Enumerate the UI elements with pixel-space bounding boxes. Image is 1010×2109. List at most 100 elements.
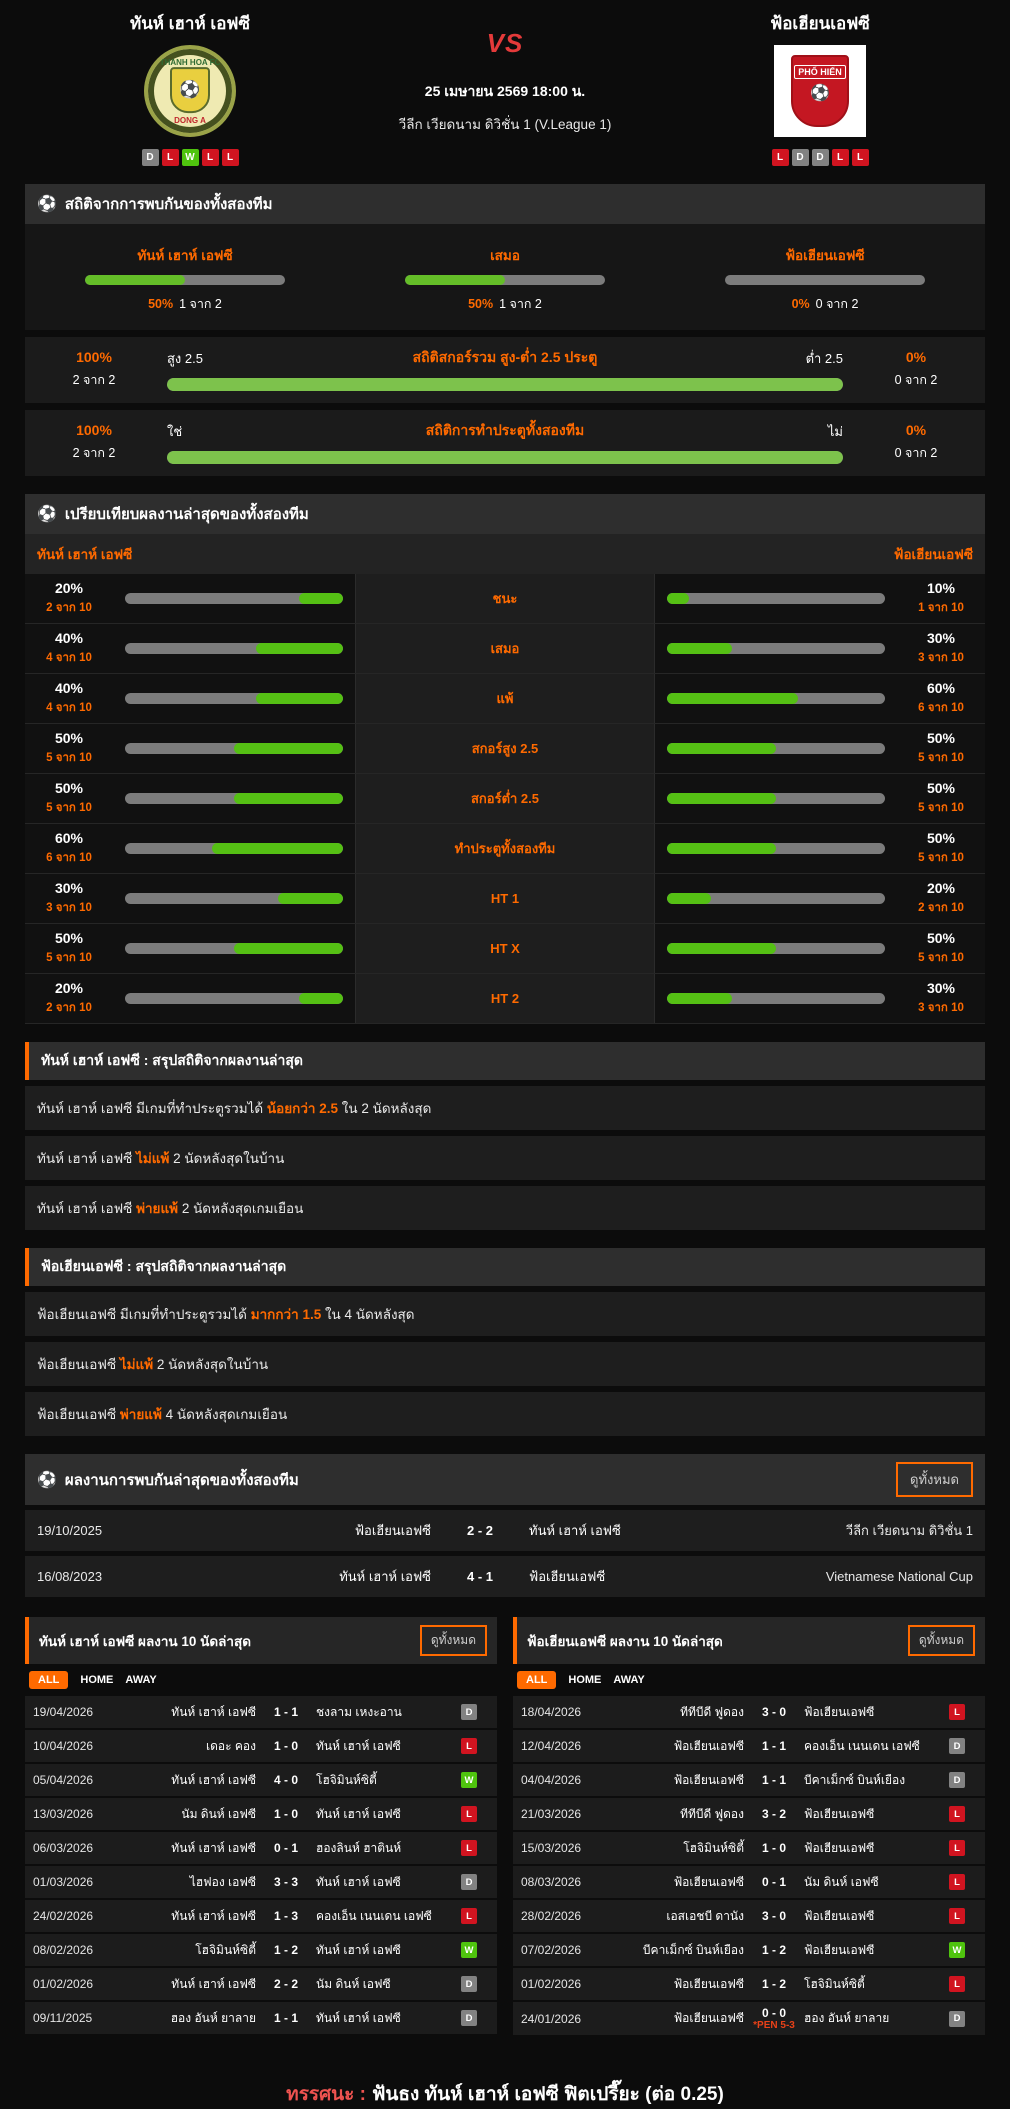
compare-row: 20% 2 จาก 10 ชนะ 10% 1 จาก 10 bbox=[25, 574, 985, 624]
home-team: เอสเอชบี ดานัง bbox=[666, 1908, 744, 1923]
btts-right-pct: 0% bbox=[905, 421, 927, 438]
verdict-label: ทรรศนะ : bbox=[286, 2084, 366, 2105]
result-badge: D bbox=[461, 1704, 477, 1720]
match-date: 01/02/2026 bbox=[33, 1977, 94, 1991]
progress-bar bbox=[667, 893, 885, 904]
panel-title: ทันห์ เฮาห์ เอฟซี ผลงาน 10 นัดล่าสุด bbox=[39, 1633, 252, 1649]
score: 1 - 2 bbox=[761, 1977, 786, 1991]
summary-highlight: มากกว่า 1.5 bbox=[250, 1307, 322, 1322]
match-date: 08/03/2026 bbox=[521, 1875, 582, 1889]
home-count: 5 จาก 10 bbox=[46, 752, 92, 764]
h2h-count: 1 จาก 2 bbox=[179, 297, 222, 311]
section-title: สถิติจากการพบกันของทั้งสองทีม bbox=[64, 196, 273, 213]
home-count: 6 จาก 10 bbox=[46, 852, 92, 864]
progress-bar bbox=[167, 378, 843, 391]
progress-bar bbox=[667, 793, 885, 804]
match-row: 08/03/2026 ฟ้อเฮียนเอฟซี 0 - 1 นัม ดินห์… bbox=[513, 1866, 985, 1900]
home-team: ฟ้อเฮียนเอฟซี bbox=[673, 1738, 744, 1753]
result-badge: L bbox=[949, 1874, 965, 1890]
away-team: ฟ้อเฮียนเอฟซี bbox=[804, 1942, 875, 1957]
tab-home[interactable]: HOME bbox=[568, 1674, 602, 1686]
view-all-button[interactable]: ดูทั้งหมด bbox=[907, 1625, 975, 1656]
away-team: ทันห์ เฮาห์ เอฟซี bbox=[529, 1523, 621, 1538]
form-badge: L bbox=[161, 149, 179, 166]
away-pct: 10% bbox=[926, 580, 956, 596]
summary-highlight: ไม่แพ้ bbox=[119, 1357, 154, 1372]
form-badge: D bbox=[141, 149, 159, 166]
away-pct: 50% bbox=[926, 930, 956, 946]
h2h-results-header: ⚽ ผลงานการพบกันล่าสุดของทั้งสองทีม ดูทั้… bbox=[25, 1454, 985, 1505]
h2h-stats-body: ทันห์ เฮาห์ เอฟซี 50% 1 จาก 2 เสมอ 50% 1 จ… bbox=[25, 224, 985, 330]
progress-bar bbox=[405, 275, 605, 285]
tab-all[interactable]: ALL bbox=[517, 1671, 557, 1689]
home-count: 5 จาก 10 bbox=[46, 952, 92, 964]
result-badge: L bbox=[461, 1806, 477, 1822]
away-count: 5 จาก 10 bbox=[918, 952, 964, 964]
score: 4 - 1 bbox=[466, 1569, 493, 1584]
compare-row: 50% 5 จาก 10 สกอร์ต่ำ 2.5 50% 5 จาก 10 bbox=[25, 774, 985, 824]
away-count: 2 จาก 10 bbox=[918, 902, 964, 914]
match-row: 21/03/2026 ทีทีบีดี ฟูดอง 3 - 2 ฟ้อเฮียน… bbox=[513, 1798, 985, 1832]
form-badge: L bbox=[201, 149, 219, 166]
result-badge: L bbox=[949, 1806, 965, 1822]
away-count: 5 จาก 10 bbox=[918, 752, 964, 764]
summary-highlight: ไม่แพ้ bbox=[136, 1151, 170, 1166]
h2h-result-row: 19/10/2025 ฟ้อเฮียนเอฟซี 2 - 2 ทันห์ เฮา… bbox=[25, 1510, 985, 1551]
match-row: 07/02/2026 บีคาเม็กซ์ บินห์เยือง 1 - 2 ฟ… bbox=[513, 1934, 985, 1968]
result-badge: D bbox=[949, 1738, 965, 1754]
compare-team-names: ทันห์ เฮาห์ เอฟซี ฟ้อเฮียนเอฟซี bbox=[25, 534, 985, 574]
verdict-text: ฟันธง ทันห์ เฮาห์ เอฟซี ฟิตเปรี๊ยะ (ต่อ … bbox=[371, 2084, 724, 2105]
match-row: 24/01/2026 ฟ้อเฮียนเอฟซี 0 - 0 *PEN 5-3 ฮ… bbox=[513, 2002, 985, 2037]
compare-row: 30% 3 จาก 10 HT 1 20% 2 จาก 10 bbox=[25, 874, 985, 924]
match-row: 04/04/2026 ฟ้อเฮียนเอฟซี 1 - 1 บีคาเม็กซ… bbox=[513, 1764, 985, 1798]
away-team: ทันห์ เฮาห์ เอฟซี bbox=[316, 1738, 401, 1753]
away-summary-header: ฟ้อเฮียนเอฟซี : สรุปสถิติจากผลงานล่าสุด bbox=[25, 1248, 985, 1286]
result-badge: L bbox=[949, 1976, 965, 1992]
tab-home[interactable]: HOME bbox=[80, 1674, 114, 1686]
progress-bar bbox=[125, 893, 343, 904]
match-row: 01/02/2026 ทันห์ เฮาห์ เอฟซี 2 - 2 นัม ด… bbox=[25, 1968, 497, 2002]
score: 3 - 3 bbox=[273, 1875, 298, 1889]
home-form-badges: D L W L L bbox=[141, 149, 239, 166]
result-badge: L bbox=[461, 1840, 477, 1856]
home-team: ฟ้อเฮียนเอฟซี bbox=[673, 1976, 744, 1991]
away-team: ฟ้อเฮียนเอฟซี bbox=[804, 1840, 875, 1855]
home-pct: 40% bbox=[54, 630, 84, 646]
home-recent-rows: 19/04/2026 ทันห์ เฮาห์ เอฟซี 1 - 1 ชงลาม… bbox=[25, 1696, 497, 2036]
tab-away[interactable]: AWAY bbox=[613, 1674, 645, 1686]
home-recent-header: ทันห์ เฮาห์ เอฟซี ผลงาน 10 นัดล่าสุด ดูท… bbox=[25, 1617, 497, 1664]
tab-all[interactable]: ALL bbox=[29, 1671, 69, 1689]
summary-row: ทันห์ เฮาห์ เอฟซี พ่ายแพ้ 2 นัดหลังสุดเก… bbox=[25, 1186, 985, 1230]
compare-row: 50% 5 จาก 10 HT X 50% 5 จาก 10 bbox=[25, 924, 985, 974]
btts-left-label: ใช่ bbox=[167, 423, 183, 439]
away-team: ฟ้อเฮียนเอฟซี bbox=[529, 1569, 606, 1584]
h2h-result-row: 16/08/2023 ทันห์ เฮาห์ เอฟซี 4 - 1 ฟ้อเฮ… bbox=[25, 1556, 985, 1597]
ou-left-count: 2 จาก 2 bbox=[72, 372, 116, 387]
form-badge: L bbox=[771, 149, 789, 166]
match-row: 28/02/2026 เอสเอชบี ดานัง 3 - 0 ฟ้อเฮียน… bbox=[513, 1900, 985, 1934]
match-date: 06/03/2026 bbox=[33, 1841, 94, 1855]
match-date: 07/02/2026 bbox=[521, 1943, 582, 1957]
summary-highlight: พ่ายแพ้ bbox=[136, 1201, 179, 1216]
h2h-count: 1 จาก 2 bbox=[499, 297, 542, 311]
score: 1 - 1 bbox=[273, 1705, 298, 1719]
view-all-button[interactable]: ดูทั้งหมด bbox=[896, 1462, 973, 1497]
league-name: วีลีก เวียดนาม ดิวิชั่น 1 bbox=[845, 1523, 973, 1538]
h2h-result-rows: 19/10/2025 ฟ้อเฮียนเอฟซี 2 - 2 ทันห์ เฮา… bbox=[25, 1510, 985, 1597]
btts-left-count: 2 จาก 2 bbox=[72, 445, 116, 460]
match-row: 24/02/2026 ทันห์ เฮาห์ เอฟซี 1 - 3 คองเอ… bbox=[25, 1900, 497, 1934]
penalty-note: *PEN 5-3 bbox=[753, 2020, 795, 2031]
progress-bar bbox=[85, 275, 285, 285]
summary-row: ฟ้อเฮียนเอฟซี มีเกมที่ทำประตูรวมได้ มากก… bbox=[25, 1292, 985, 1336]
home-team: ฟ้อเฮียนเอฟซี bbox=[673, 1772, 744, 1787]
tab-away[interactable]: AWAY bbox=[125, 1674, 157, 1686]
match-date: 28/02/2026 bbox=[521, 1909, 582, 1923]
home-count: 3 จาก 10 bbox=[46, 902, 92, 914]
match-info-block: VS 25 เมษายน 2569 18:00 น. วีลีก เวียดนา… bbox=[340, 10, 670, 166]
away-team: โฮจิมินห์ซิตี้ bbox=[316, 1772, 377, 1787]
h2h-pct: 0% bbox=[791, 297, 810, 311]
vs-label: VS bbox=[486, 28, 524, 58]
h2h-pct: 50% bbox=[148, 297, 174, 311]
progress-bar bbox=[667, 843, 885, 854]
view-all-button[interactable]: ดูทั้งหมด bbox=[419, 1625, 487, 1656]
